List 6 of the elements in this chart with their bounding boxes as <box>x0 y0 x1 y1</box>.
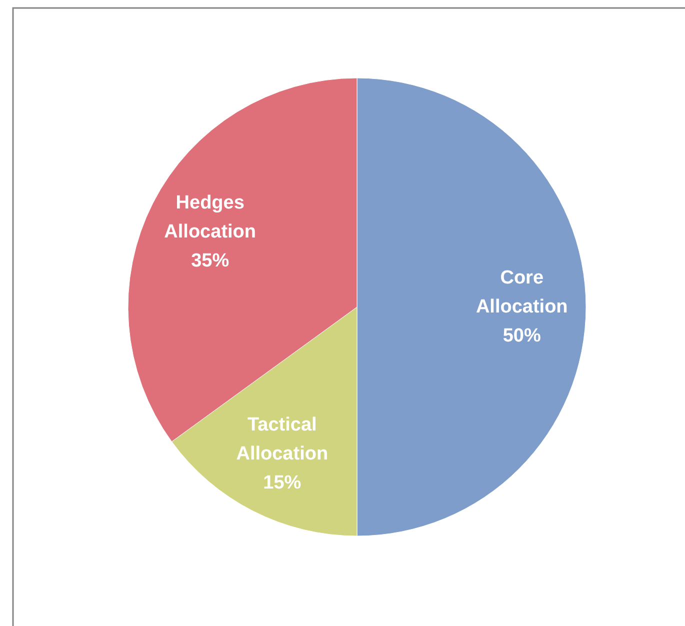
data-label: 35% <box>191 250 230 272</box>
slice-label: Hedges Allocation <box>164 192 256 243</box>
data-label: 15% <box>263 472 302 494</box>
slice-label: Core Allocation <box>476 268 568 318</box>
data-label: 50% <box>502 326 541 346</box>
slice-label: Tactical Allocation <box>236 414 328 464</box>
